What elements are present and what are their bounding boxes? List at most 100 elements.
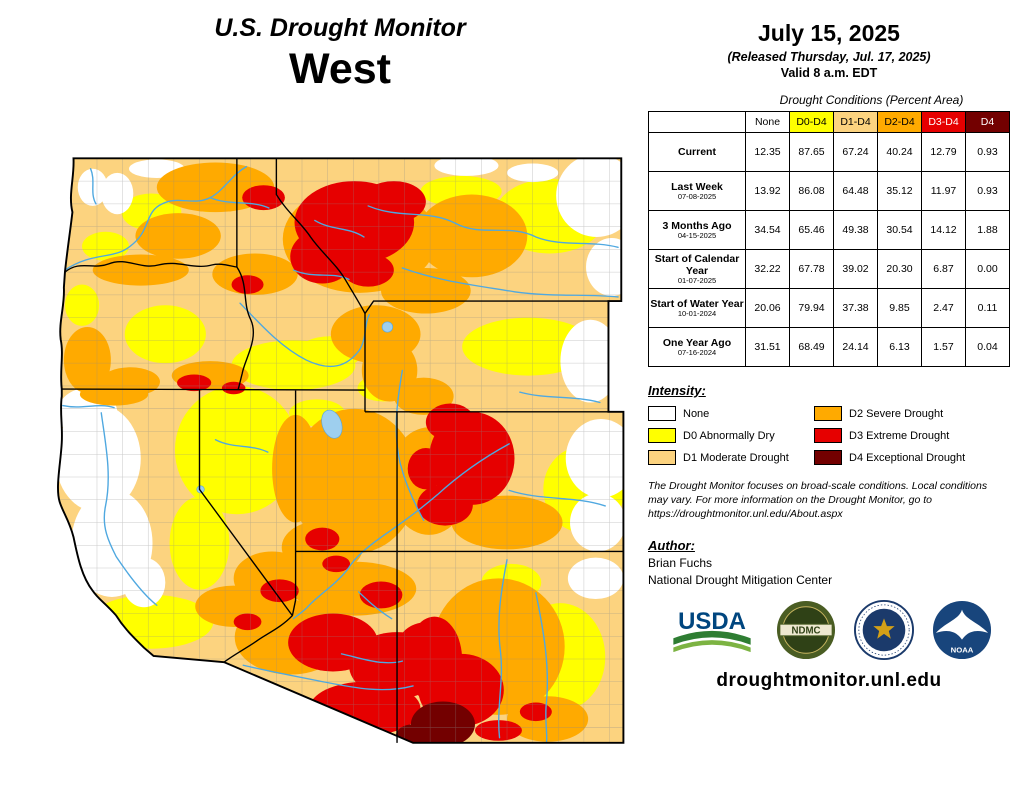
- value-cell: 34.54: [745, 210, 790, 250]
- legend-swatch-none: [648, 406, 676, 421]
- table-header-row: None D0-D4 D1-D4 D2-D4 D3-D4 D4: [648, 111, 1010, 133]
- drought-shading: [57, 158, 624, 743]
- author-name: Brian Fuchs: [648, 555, 713, 570]
- legend-item-d2: D2 Severe Drought: [814, 406, 1010, 421]
- noaa-logo-text: NOAA: [951, 645, 974, 654]
- commerce-seal-logo: [854, 599, 914, 660]
- legend-swatch-d4: [814, 450, 843, 465]
- drought-map: [57, 157, 625, 744]
- table-row-one-year-ago: One Year Ago 07-16-2024 31.51 68.49 24.14…: [648, 327, 1010, 367]
- legend-label: D4 Exceptional Drought: [849, 451, 966, 464]
- value-cell: 6.13: [877, 327, 922, 367]
- value-cell: 0.11: [965, 288, 1010, 328]
- value-cell: 68.49: [789, 327, 834, 367]
- value-cell: 37.38: [833, 288, 878, 328]
- value-cell: 67.78: [789, 249, 834, 289]
- value-cell: 0.93: [965, 171, 1010, 211]
- legend-swatch-d2: [814, 406, 843, 421]
- ndmc-logo: NDMC: [776, 600, 836, 659]
- value-cell: 0.93: [965, 132, 1010, 172]
- value-cell: 1.88: [965, 210, 1010, 250]
- noaa-logo: NOAA: [932, 600, 992, 659]
- drought-conditions-table: None D0-D4 D1-D4 D2-D4 D3-D4 D4 Current …: [648, 111, 1010, 367]
- value-cell: 67.24: [833, 132, 878, 172]
- state-borders: [61, 158, 624, 743]
- value-cell: 9.85: [877, 288, 922, 328]
- ndmc-logo-text: NDMC: [792, 625, 821, 636]
- legend-item-none: None: [648, 406, 814, 421]
- usda-logo-text: USDA: [678, 608, 746, 635]
- region-title: West: [289, 45, 391, 93]
- disclaimer-text: The Drought Monitor focuses on broad-sca…: [648, 480, 988, 521]
- table-row-start-calendar-year: Start of Calendar Year 01-07-2025 32.22 6…: [648, 249, 1010, 289]
- value-cell: 30.54: [877, 210, 922, 250]
- value-cell: 12.35: [745, 132, 790, 172]
- row-label: 3 Months Ago 04-15-2025: [648, 210, 746, 250]
- intensity-heading: Intensity:: [648, 383, 706, 398]
- logo-row: USDA NDMC NOAA: [648, 599, 1010, 660]
- value-cell: 79.94: [789, 288, 834, 328]
- row-label: Start of Water Year 10-01-2024: [648, 288, 746, 328]
- legend-label: D0 Abnormally Dry: [683, 429, 775, 442]
- legend-item-d0: D0 Abnormally Dry: [648, 428, 814, 443]
- rivers: [62, 165, 619, 743]
- value-cell: 64.48: [833, 171, 878, 211]
- legend-label: D3 Extreme Drought: [849, 429, 950, 442]
- legend-swatch-d3: [814, 428, 843, 443]
- value-cell: 0.00: [965, 249, 1010, 289]
- value-cell: 0.04: [965, 327, 1010, 367]
- value-cell: 13.92: [745, 171, 790, 211]
- legend-label: D1 Moderate Drought: [683, 451, 789, 464]
- page-title: U.S. Drought Monitor: [214, 14, 466, 42]
- legend-item-d3: D3 Extreme Drought: [814, 428, 1010, 443]
- table-row-3-months-ago: 3 Months Ago 04-15-2025 34.54 65.46 49.38…: [648, 210, 1010, 250]
- released-date: (Released Thursday, Jul. 17, 2025): [727, 50, 931, 64]
- row-label: One Year Ago 07-16-2024: [648, 327, 746, 367]
- map-title-block: U.S. Drought Monitor West: [30, 14, 650, 94]
- value-cell: 14.12: [921, 210, 966, 250]
- col-header-d2d4: D2-D4: [877, 111, 922, 133]
- map-date: July 15, 2025: [758, 20, 900, 46]
- col-header-d0d4: D0-D4: [789, 111, 834, 133]
- value-cell: 11.97: [921, 171, 966, 211]
- value-cell: 86.08: [789, 171, 834, 211]
- table-row-last-week: Last Week 07-08-2025 13.92 86.08 64.48 35…: [648, 171, 1010, 211]
- valid-time: Valid 8 a.m. EDT: [780, 66, 878, 80]
- map-outline: [57, 157, 625, 744]
- value-cell: 1.57: [921, 327, 966, 367]
- value-cell: 20.30: [877, 249, 922, 289]
- legend-swatch-d1: [648, 450, 676, 465]
- table-row-start-water-year: Start of Water Year 10-01-2024 20.06 79.9…: [648, 288, 1010, 328]
- legend-item-d1: D1 Moderate Drought: [648, 450, 814, 465]
- value-cell: 31.51: [745, 327, 790, 367]
- col-header-d3d4: D3-D4: [921, 111, 966, 133]
- author-organization: National Drought Mitigation Center: [648, 572, 833, 587]
- author-heading: Author:: [648, 537, 695, 553]
- legend-swatch-d0: [648, 428, 676, 443]
- value-cell: 35.12: [877, 171, 922, 211]
- value-cell: 87.65: [789, 132, 834, 172]
- intensity-legend: None D2 Severe Drought D0 Abnormally Dry…: [648, 406, 1010, 465]
- value-cell: 32.22: [745, 249, 790, 289]
- date-block: July 15, 2025 (Released Thursday, Jul. 1…: [648, 20, 1010, 80]
- value-cell: 39.02: [833, 249, 878, 289]
- value-cell: 12.79: [921, 132, 966, 172]
- legend-item-d4: D4 Exceptional Drought: [814, 450, 1010, 465]
- usda-logo: USDA: [673, 608, 751, 652]
- value-cell: 2.47: [921, 288, 966, 328]
- row-label: Start of Calendar Year 01-07-2025: [648, 249, 746, 289]
- lakes: [196, 321, 394, 494]
- legend-label: None: [683, 407, 710, 420]
- site-url[interactable]: droughtmonitor.unl.edu: [716, 669, 942, 691]
- col-header-d4: D4: [965, 111, 1010, 133]
- table-corner-cell: [648, 111, 746, 133]
- col-header-none: None: [745, 111, 790, 133]
- row-label: Current: [648, 132, 746, 172]
- legend-label: D2 Severe Drought: [849, 407, 944, 420]
- table-row-current: Current 12.35 87.65 67.24 40.24 12.79 0.…: [648, 132, 1010, 172]
- value-cell: 65.46: [789, 210, 834, 250]
- table-caption: Drought Conditions (Percent Area): [779, 93, 964, 107]
- value-cell: 40.24: [877, 132, 922, 172]
- value-cell: 24.14: [833, 327, 878, 367]
